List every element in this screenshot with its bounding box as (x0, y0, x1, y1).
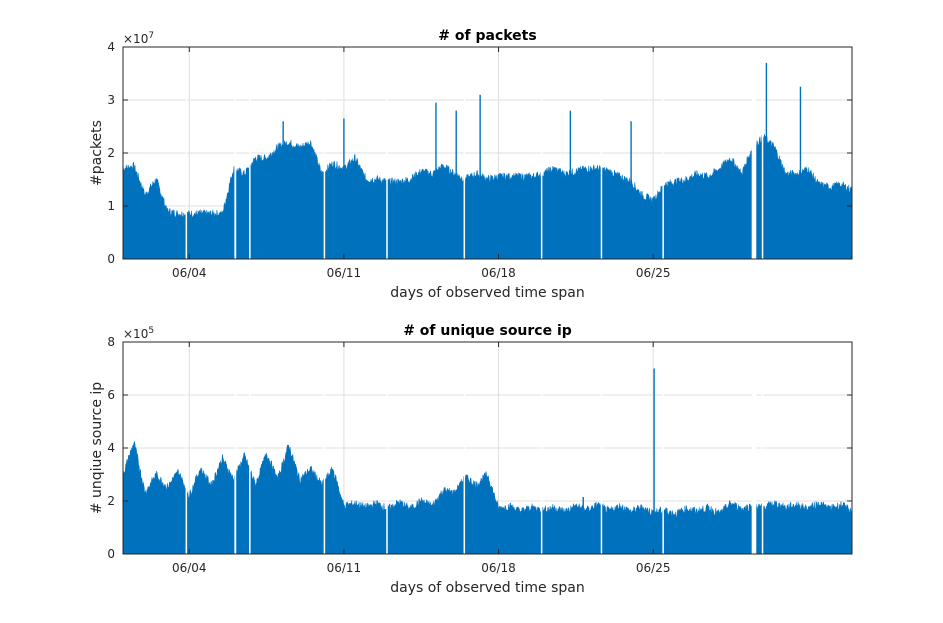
data-gap (463, 343, 466, 554)
data-gap (540, 343, 543, 554)
y-tick-label: 6 (107, 388, 115, 402)
series-area (122, 343, 853, 555)
data-gap (600, 48, 603, 259)
y-tick-label: 4 (107, 441, 115, 455)
x-tick-label: 06/25 (636, 266, 671, 280)
data-gap (249, 343, 251, 554)
data-gap (751, 343, 757, 554)
y-tick-label: 2 (107, 494, 115, 508)
x-axis-label: days of observed time span (390, 285, 585, 301)
x-tick-label: 06/11 (327, 561, 362, 575)
data-gap (662, 48, 664, 259)
y-tick-label: 3 (107, 93, 115, 107)
x-tick-label: 06/25 (636, 561, 671, 575)
y-axis-label: # unqiue source ip (89, 382, 105, 514)
x-ticks: 06/04 06/11 06/18 06/25 (172, 47, 671, 280)
chart-title: # of unique source ip (403, 323, 572, 339)
data-gap (185, 48, 188, 259)
series-area-fill (122, 440, 853, 555)
y-tick-label: 8 (107, 335, 115, 349)
data-gap (751, 48, 757, 259)
chart-title: # of packets (438, 28, 536, 44)
data-gap (249, 48, 251, 259)
x-tick-label: 06/04 (172, 266, 207, 280)
data-gap (323, 343, 326, 554)
data-gap (386, 48, 388, 259)
y-tick-label: 2 (107, 146, 115, 160)
series-area (122, 48, 853, 260)
data-gap (540, 48, 543, 259)
data-gap (761, 48, 764, 259)
x-axis-label: days of observed time span (390, 580, 585, 596)
y-ticks: 0 2 4 6 8 (107, 335, 852, 561)
y-multiplier: ×107 (123, 31, 154, 46)
data-gap (662, 343, 664, 554)
data-gap (761, 343, 764, 554)
data-gap (386, 343, 388, 554)
data-gap (463, 48, 466, 259)
x-tick-label: 06/18 (481, 266, 516, 280)
x-tick-label: 06/11 (327, 266, 362, 280)
data-gap (234, 48, 237, 259)
data-gap (323, 48, 326, 259)
y-tick-label: 0 (107, 547, 115, 561)
data-gap (234, 343, 237, 554)
x-tick-label: 06/04 (172, 561, 207, 575)
series-area-fill (122, 134, 853, 260)
y-axis-label: #packets (89, 120, 105, 186)
x-tick-label: 06/18 (481, 561, 516, 575)
y-tick-label: 4 (107, 40, 115, 54)
y-ticks: 0 1 2 3 4 (107, 40, 852, 266)
y-tick-label: 1 (107, 199, 115, 213)
data-gap (185, 343, 188, 554)
data-gap (600, 343, 603, 554)
y-multiplier: ×105 (123, 326, 154, 341)
x-ticks: 06/04 06/11 06/18 06/25 (172, 342, 671, 575)
y-tick-label: 0 (107, 252, 115, 266)
